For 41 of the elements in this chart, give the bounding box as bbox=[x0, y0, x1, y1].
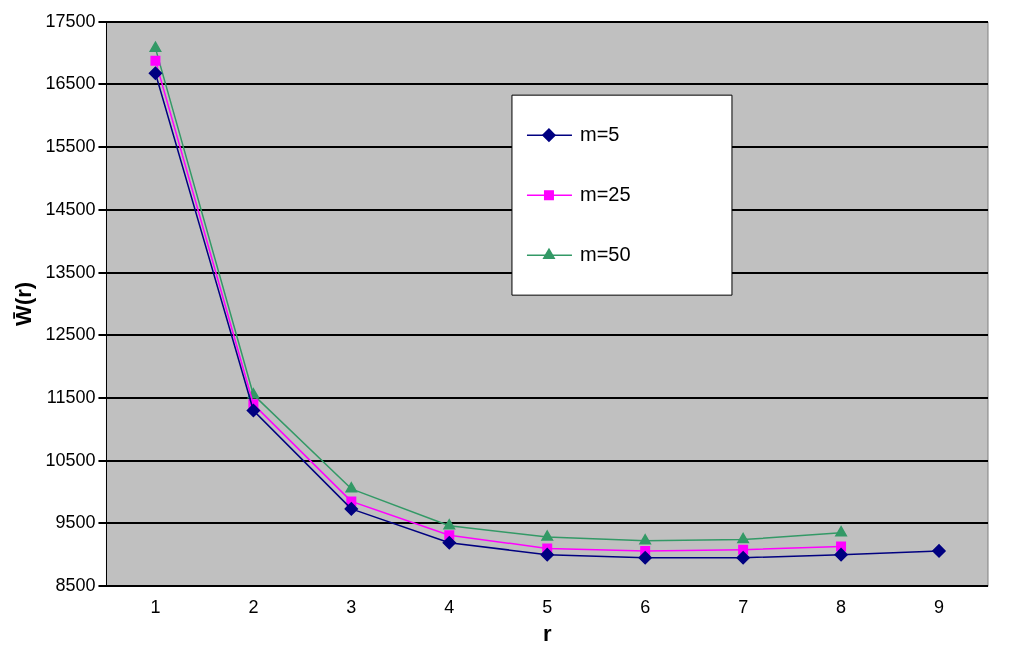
x-tick-label: 3 bbox=[346, 596, 357, 617]
x-tick-label: 5 bbox=[542, 596, 553, 617]
y-tick-label: 11500 bbox=[46, 386, 96, 407]
legend-label: m=50 bbox=[579, 242, 631, 265]
y-axis-title: W̄(r) bbox=[11, 281, 37, 326]
point bbox=[736, 551, 750, 565]
point bbox=[638, 551, 652, 565]
point bbox=[737, 532, 750, 544]
point bbox=[540, 547, 554, 562]
y-tick-label: 15500 bbox=[45, 136, 96, 157]
y-tick-label: 10500 bbox=[45, 449, 96, 470]
point bbox=[149, 41, 162, 52]
point bbox=[150, 55, 161, 66]
y-tick-label: 12500 bbox=[45, 324, 96, 345]
y-tick-label: 8500 bbox=[55, 574, 96, 595]
point bbox=[541, 530, 554, 541]
point bbox=[246, 403, 261, 418]
x-tick-label: 4 bbox=[444, 596, 455, 617]
point bbox=[344, 502, 359, 516]
x-tick-label: 1 bbox=[150, 596, 161, 617]
y-tick-label: 9500 bbox=[55, 512, 96, 533]
point bbox=[442, 536, 457, 550]
point bbox=[148, 66, 163, 80]
y-tick-label: 17500 bbox=[45, 10, 96, 31]
x-axis-title: r bbox=[542, 620, 552, 646]
point bbox=[932, 544, 946, 558]
y-tick-label: 14500 bbox=[45, 198, 96, 219]
point bbox=[639, 534, 652, 545]
point bbox=[443, 519, 456, 530]
legend-label: m=25 bbox=[579, 182, 631, 205]
x-tick-label: 8 bbox=[836, 596, 847, 617]
x-tick-label: 9 bbox=[934, 596, 945, 617]
point bbox=[345, 482, 358, 493]
legend-label: m=5 bbox=[579, 122, 620, 145]
x-tick-label: 7 bbox=[738, 596, 749, 617]
point bbox=[834, 547, 848, 562]
y-tick-label: 16500 bbox=[45, 73, 96, 94]
x-tick-label: 6 bbox=[640, 596, 651, 617]
point bbox=[835, 525, 848, 537]
x-tick-label: 2 bbox=[248, 596, 259, 617]
y-tick-label: 13500 bbox=[45, 261, 96, 282]
